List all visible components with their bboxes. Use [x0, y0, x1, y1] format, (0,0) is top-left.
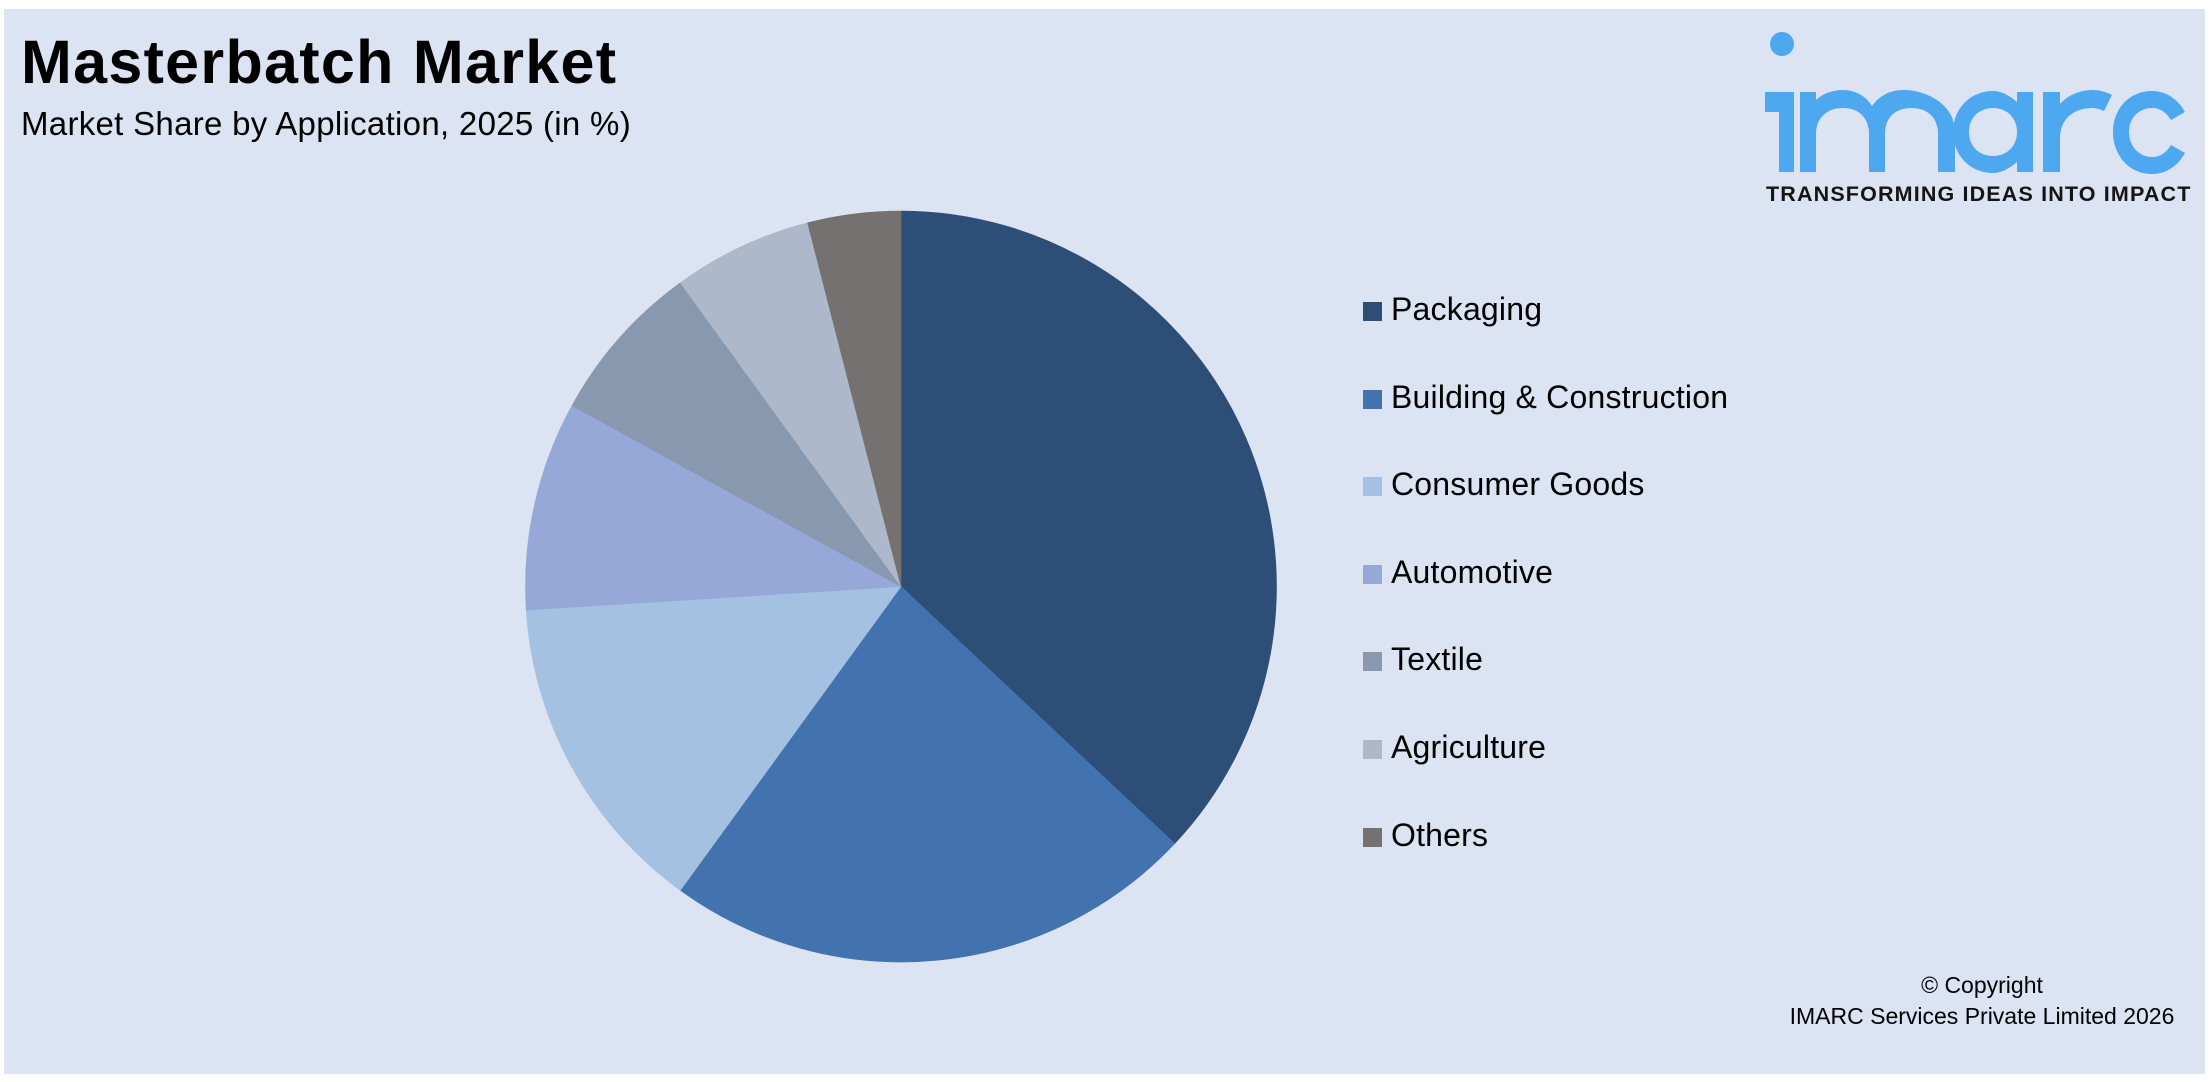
legend-label-automotive: Automotive: [1391, 553, 1554, 590]
pie-slice-others[interactable]: Others: 4%: [807, 210, 902, 587]
pie-slice-automotive[interactable]: Automotive: 9%: [525, 405, 903, 611]
legend-swatch-building-construction: [1363, 389, 1382, 409]
copyright-notice: © Copyright IMARC Services Private Limit…: [1772, 970, 2192, 1032]
legend-label-consumer-goods: Consumer Goods: [1391, 466, 1645, 503]
legend-swatch-automotive: [1363, 564, 1382, 584]
legend-label-building-construction: Building & Construction: [1391, 378, 1729, 415]
pie-slice-packaging[interactable]: Packaging: 37%: [900, 210, 1277, 844]
copyright-owner: IMARC Services Private Limited 2026: [1789, 1003, 2175, 1029]
legend-label-agriculture: Agriculture: [1391, 728, 1547, 765]
legend-label-others: Others: [1391, 816, 1489, 853]
copyright-line: © Copyright: [1921, 972, 2043, 998]
pie-slice-building-construction[interactable]: Building & Construction: 23%: [679, 586, 1176, 963]
pie-slice-consumer-goods[interactable]: Consumer Goods: 14%: [525, 586, 902, 891]
legend-swatch-packaging: [1363, 302, 1382, 321]
pie-slice-agriculture[interactable]: Agriculture: 6%: [679, 222, 902, 587]
pie-slice-textile[interactable]: Textile: 7%: [571, 282, 902, 587]
imarc-logo: [1750, 20, 2200, 220]
legend-swatch-others: [1363, 827, 1382, 847]
legend-label-textile: Textile: [1391, 641, 1484, 678]
imarc-wordmark-icon: [1765, 32, 2185, 174]
legend-swatch-agriculture: [1363, 739, 1382, 759]
logo-tagline: TRANSFORMING IDEAS INTO IMPACT: [1766, 182, 2192, 206]
legend-swatch-textile: [1363, 652, 1382, 672]
chart-subtitle: Market Share by Application, 2025 (in %): [21, 105, 631, 142]
legend-swatch-consumer-goods: [1363, 477, 1382, 497]
page-title: Masterbatch Market: [21, 28, 618, 96]
legend-label-packaging: Packaging: [1391, 291, 1543, 327]
